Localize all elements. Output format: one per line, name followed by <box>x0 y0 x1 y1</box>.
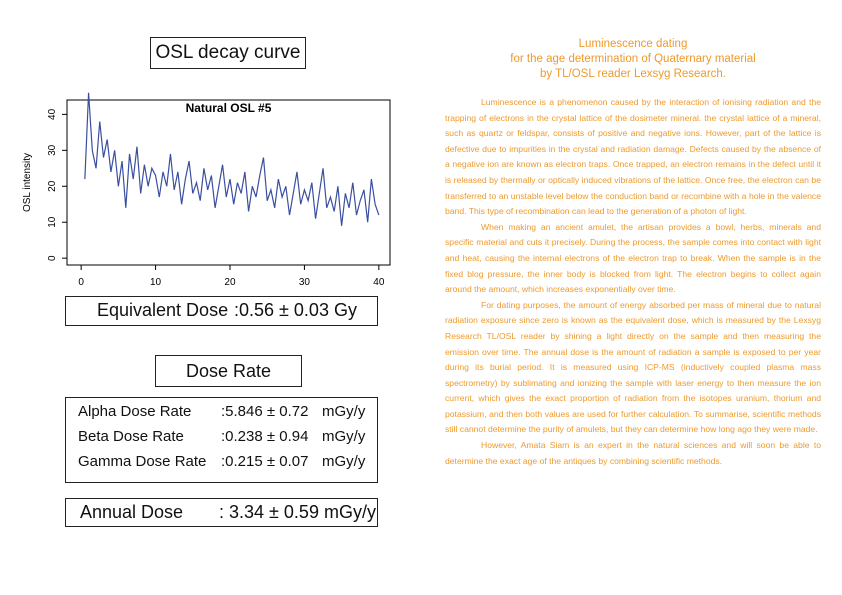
rate-label: Alpha Dose Rate <box>78 403 192 420</box>
rate-unit: mGy/y <box>322 403 366 420</box>
rate-value: :0.215 ± 0.07 <box>221 453 309 470</box>
value: :0.56 ± 0.03 Gy <box>234 300 357 320</box>
x-tick-label: 0 <box>78 277 84 288</box>
title-line: for the age determination of Quaternary … <box>510 53 756 65</box>
rate-label: Beta Dose Rate <box>78 428 184 445</box>
article-title: Luminescence dating for the age determina… <box>445 37 821 82</box>
curve-title: OSL decay curve <box>150 37 306 69</box>
paragraph: However, Amata Siam is an expert in the … <box>445 440 821 466</box>
x-tick-label: 20 <box>224 277 236 288</box>
rate-label: Gamma Dose Rate <box>78 453 207 470</box>
dose-rate-title: Dose Rate <box>155 355 302 387</box>
dose-rate-box: Alpha Dose Rate :5.846 ± 0.72 mGy/y Beta Do… <box>65 397 378 483</box>
y-axis-label: OSL intensity <box>22 153 33 212</box>
y-tick-label: 30 <box>47 144 58 156</box>
rate-value: :0.238 ± 0.94 <box>221 428 309 445</box>
y-tick-label: 40 <box>47 108 58 120</box>
paragraph: When making an ancient amulet, the artis… <box>445 221 821 295</box>
value: : 3.34 ± 0.59 mGy/y <box>219 502 376 522</box>
x-tick-label: 30 <box>299 277 311 288</box>
paragraph: Luminescence is a phenomenon caused by t… <box>445 97 821 217</box>
y-tick-label: 10 <box>47 216 58 228</box>
rate-unit: mGy/y <box>322 453 366 470</box>
x-tick-label: 10 <box>150 277 162 288</box>
rate-unit: mGy/y <box>322 428 366 445</box>
annual-dose-box: Annual Dose : 3.34 ± 0.59 mGy/y <box>65 498 378 527</box>
article-body: Luminescence is a phenomenon caused by t… <box>445 95 821 469</box>
chart: Natural OSL #5 OSL intensity 0 10 20 30 40 0 10 2… <box>22 92 391 288</box>
label: Annual Dose <box>80 502 184 522</box>
y-tick-label: 0 <box>47 255 58 261</box>
chart-title: Natural OSL #5 <box>186 101 272 115</box>
title-line: by TL/OSL reader Lexsyg Research. <box>539 68 726 80</box>
rate-value: :5.846 ± 0.72 <box>221 403 309 420</box>
label: Equivalent Dose <box>97 300 229 320</box>
plot-frame <box>66 99 391 266</box>
data-line <box>84 92 380 226</box>
title-line: Luminescence dating <box>578 38 688 50</box>
paragraph: For dating purposes, the amount of energ… <box>445 299 821 435</box>
equivalent-dose-box: Equivalent Dose :0.56 ± 0.03 Gy <box>65 296 378 326</box>
y-tick-label: 20 <box>47 180 58 192</box>
x-tick-label: 40 <box>373 277 385 288</box>
